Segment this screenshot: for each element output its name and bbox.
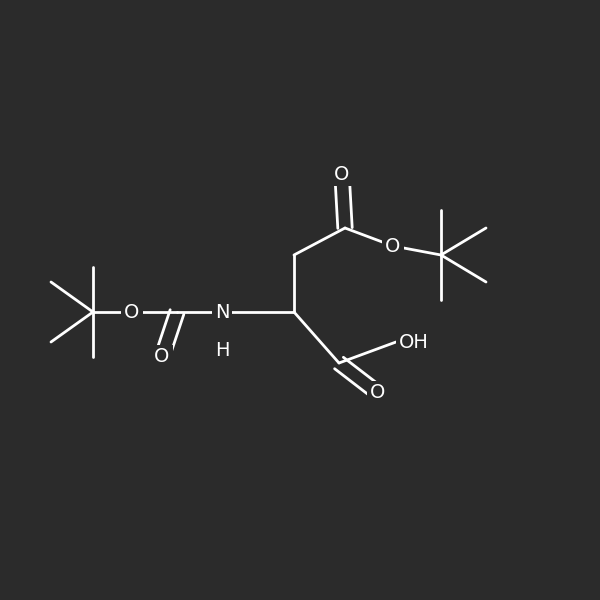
Text: O: O [334, 164, 350, 184]
Text: O: O [124, 302, 140, 322]
Text: O: O [370, 383, 386, 403]
Text: O: O [154, 347, 170, 367]
Text: N: N [215, 302, 229, 322]
Text: OH: OH [399, 332, 429, 352]
Text: H: H [215, 341, 229, 361]
Text: O: O [385, 236, 401, 256]
